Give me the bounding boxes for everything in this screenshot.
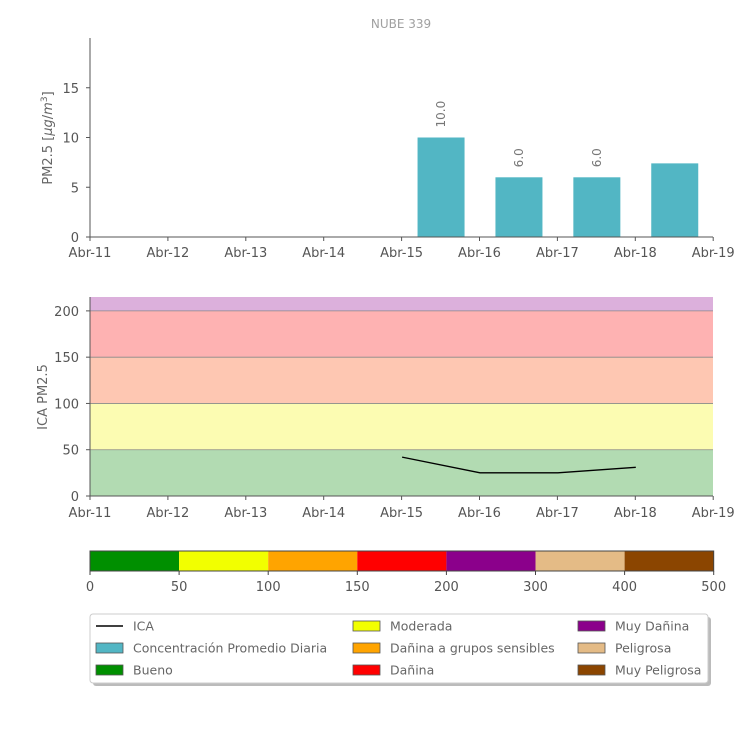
y-tick-label: 50 — [62, 444, 79, 459]
legend-label: Dañina — [390, 663, 434, 678]
bar-Abr-17 — [573, 177, 621, 237]
colorbar-segment — [357, 551, 447, 571]
colorbar-tick-label: 200 — [434, 580, 459, 595]
y-tick-label: 10 — [62, 132, 79, 147]
colorbar-frame — [89, 550, 715, 572]
legend-label: Muy Dañina — [615, 619, 689, 634]
legend-label: Moderada — [390, 619, 452, 634]
legend-swatch — [577, 620, 606, 632]
colorbar-segment — [624, 551, 714, 571]
y-axis-label: ICA PM2.5 — [36, 364, 51, 430]
y-tick-label: 0 — [71, 490, 79, 505]
legend-label: Dañina a grupos sensibles — [390, 641, 555, 656]
x-tick-label: Abr-15 — [380, 506, 423, 521]
x-tick-label: Abr-11 — [69, 246, 112, 261]
legend-swatch — [352, 620, 381, 632]
y-tick-label: 0 — [71, 231, 79, 246]
bar-Abr-18 — [651, 163, 699, 237]
x-tick-label: Abr-17 — [536, 506, 579, 521]
legend: ICA Concentración Promedio Diaria Bueno Mod… — [89, 613, 711, 686]
pm25-bar-chart: 10.0 6.0 6.0 0 5 10 15 Abr-11 Abr-12 Abr-13 Abr-… — [40, 38, 735, 261]
ica-line — [401, 456, 636, 474]
y-tick-label: 200 — [54, 305, 79, 320]
x-tick-label: Abr-12 — [146, 246, 189, 261]
colorbar-segment — [179, 551, 269, 571]
y-tick-label: 150 — [54, 351, 79, 366]
band-4 — [90, 297, 713, 311]
legend-label: Bueno — [133, 663, 173, 678]
legend-swatch — [95, 664, 124, 676]
chart-title: NUBE 339 — [371, 17, 431, 31]
legend-label: Concentración Promedio Diaria — [133, 641, 327, 656]
legend-swatch — [352, 642, 381, 654]
colorbar-tick-label: 300 — [523, 580, 548, 595]
colorbar-tick-label: 0 — [86, 580, 94, 595]
legend-label: ICA — [133, 619, 154, 634]
band-0 — [90, 449, 713, 496]
x-tick-label: Abr-16 — [458, 246, 501, 261]
bar-Abr-16 — [495, 177, 543, 237]
ica-line-chart: 0 50 100 150 200 Abr-11 Abr-12 Abr-13 Abr-14 Abr… — [36, 297, 735, 521]
x-tick-label: Abr-15 — [380, 246, 423, 261]
legend-label: Muy Peligrosa — [615, 663, 701, 678]
aqi-colorbar: 0 50 100 150 200 300 400 500 — [86, 550, 726, 595]
x-tick-label: Abr-13 — [224, 506, 267, 521]
x-tick-label: Abr-11 — [69, 506, 112, 521]
band-2 — [90, 357, 713, 404]
data-label: 10.0 — [434, 101, 448, 128]
data-label: 6.0 — [512, 148, 526, 167]
y-tick-label: 100 — [54, 397, 79, 412]
y-tick-label: 15 — [62, 82, 79, 97]
x-tick-label: Abr-18 — [614, 246, 657, 261]
x-tick-label: Abr-14 — [302, 246, 345, 261]
x-tick-label: Abr-18 — [614, 506, 657, 521]
x-tick-label: Abr-19 — [692, 506, 735, 521]
band-3 — [90, 310, 713, 358]
band-1 — [90, 403, 713, 450]
y-axis-label: PM2.5 [μg/m3] — [40, 91, 56, 184]
x-tick-label: Abr-14 — [302, 506, 345, 521]
x-tick-label: Abr-19 — [692, 246, 735, 261]
colorbar-tick-label: 100 — [256, 580, 281, 595]
legend-swatch — [577, 642, 606, 654]
colorbar-tick-label: 50 — [171, 580, 188, 595]
bar-Abr-15 — [417, 137, 465, 237]
y-tick-label: 5 — [71, 181, 79, 196]
colorbar-tick-label: 150 — [345, 580, 370, 595]
legend-frame — [89, 613, 709, 684]
colorbar-tick-label: 400 — [612, 580, 637, 595]
legend-swatch — [352, 664, 381, 676]
x-tick-label: Abr-17 — [536, 246, 579, 261]
x-tick-label: Abr-16 — [458, 506, 501, 521]
colorbar-segment — [268, 551, 358, 571]
colorbar-segment — [535, 551, 625, 571]
x-tick-label: Abr-12 — [146, 506, 189, 521]
legend-label: Peligrosa — [615, 641, 671, 656]
colorbar-segment — [446, 551, 536, 571]
colorbar-tick-label: 500 — [701, 580, 726, 595]
colorbar-segment — [90, 551, 180, 571]
data-label: 6.0 — [590, 148, 604, 167]
legend-swatch — [577, 664, 606, 676]
x-tick-label: Abr-13 — [224, 246, 267, 261]
legend-swatch — [95, 642, 124, 654]
